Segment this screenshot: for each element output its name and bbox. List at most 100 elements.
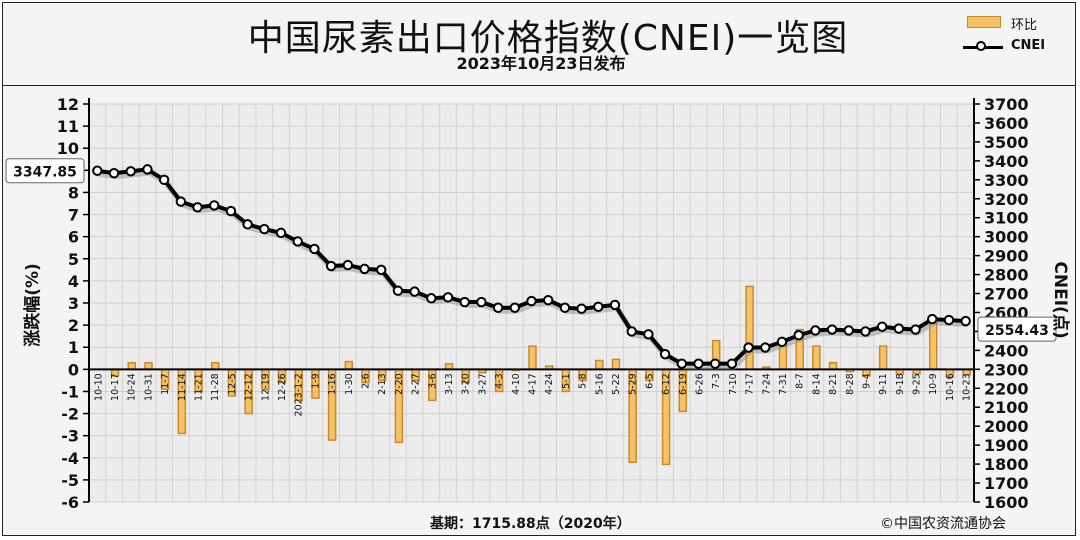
x-tick-label: 8-28 — [845, 373, 856, 395]
x-tick-label: 7-24 — [761, 373, 772, 395]
y-left-tick-label: -1 — [61, 382, 79, 401]
cnei-point — [192, 202, 203, 213]
x-tick-label: 6-26 — [694, 373, 705, 395]
x-tick-label: 1-16 — [327, 373, 338, 395]
x-tick-label: 8-21 — [828, 373, 839, 395]
x-tick-label: 10-16 — [945, 373, 956, 401]
cnei-point — [860, 326, 871, 337]
x-tick-label: 10-31 — [143, 373, 154, 401]
cnei-point — [760, 342, 771, 353]
x-tick-label: 11-28 — [210, 373, 221, 401]
y-right-tick-label: 3200 — [984, 190, 1029, 209]
cnei-point — [309, 243, 320, 255]
y-left-tick-label: 1 — [68, 338, 79, 357]
y-left-tick-label: 7 — [68, 206, 79, 225]
legend-bar-swatch — [967, 16, 1001, 28]
cnei-point — [709, 358, 721, 369]
chart-header: 中国尿素出口价格指数(CNEI)一览图 2023年10月23日发布 环比 CNE… — [3, 3, 1075, 86]
annotations: 3347.85 2554.43 — [5, 158, 1057, 342]
x-tick-label: 4-3 — [494, 373, 505, 389]
cnei-point — [776, 336, 788, 348]
x-tick-label: 2-20 — [394, 373, 405, 395]
x-tick-label: 12-26 — [277, 373, 288, 401]
cnei-point — [576, 303, 587, 314]
y-right-tick-label: 2200 — [984, 379, 1029, 398]
x-tick-label: 1-30 — [344, 373, 355, 395]
x-tick-label: 5-1 — [561, 373, 572, 389]
x-tick-label: 2-6 — [361, 373, 372, 389]
x-tick-label: 3-6 — [427, 373, 438, 389]
cnei-point — [509, 302, 521, 313]
x-tick-label: 8-14 — [811, 373, 822, 395]
x-tick-label: 7-17 — [745, 373, 756, 395]
y-left-tick-label: 4 — [68, 272, 79, 291]
bar-mark — [878, 345, 888, 371]
bar-mark — [812, 345, 821, 371]
legend: 环比 CNEI — [961, 11, 1057, 59]
cnei-point — [876, 321, 888, 332]
y-right-tick-label: 2800 — [984, 266, 1029, 285]
x-tick-label: 11-14 — [177, 373, 188, 401]
chart-subtitle: 2023年10月23日发布 — [456, 54, 626, 73]
cnei-point — [142, 164, 153, 175]
y-right-tick-label: 1700 — [984, 474, 1029, 493]
x-tick-label: 2023-1-2 — [294, 373, 305, 416]
y-right-tick-label: 3400 — [984, 152, 1029, 171]
x-tick-label: 2-13 — [377, 373, 388, 395]
y-left-tick-label: -3 — [61, 427, 79, 446]
legend-dot-swatch — [976, 41, 986, 51]
cnei-point — [359, 263, 370, 275]
x-tick-label: 5-22 — [611, 373, 622, 395]
x-tick-label: 6-5 — [644, 373, 655, 389]
cnei-point — [426, 293, 437, 304]
y-left-tick-label: -2 — [61, 405, 79, 424]
bar-mark — [344, 360, 354, 371]
last-value-label: 2554.43 — [985, 323, 1049, 339]
chart-title: 中国尿素出口价格指数(CNEI)一览图 — [247, 18, 849, 59]
x-tick-label: 7-10 — [728, 373, 739, 395]
cnei-point — [376, 264, 387, 276]
cnei-point — [609, 299, 621, 311]
y-left-tick-label: 2 — [68, 316, 79, 335]
x-tick-label: 9-4 — [861, 373, 872, 389]
x-tick-label: 4-24 — [544, 373, 555, 395]
y-left-tick-label: 11 — [57, 117, 79, 136]
x-tick-label: 12-19 — [260, 373, 271, 401]
cnei-point — [659, 348, 671, 360]
cnei-point — [793, 330, 804, 341]
cnei-point — [158, 174, 170, 186]
x-tick-label: 10-23 — [962, 373, 973, 401]
x-tick-label: 3-27 — [477, 373, 488, 395]
cnei-point — [409, 286, 420, 297]
cnei-point — [943, 314, 955, 326]
last-value-label-box — [977, 316, 1057, 342]
cnei-point — [960, 315, 971, 327]
y-axis-right-label: CNEI(点) — [1050, 261, 1071, 338]
cnei-point — [175, 196, 187, 207]
x-tick-label: 2-27 — [411, 373, 422, 395]
cnei-point — [459, 296, 470, 308]
x-tick-label: 10-10 — [93, 373, 104, 401]
x-tick-label: 10-17 — [110, 373, 121, 401]
y-left-tick-label: 12 — [57, 95, 79, 114]
y-axis-left-label: 涨跌幅(%) — [22, 263, 43, 347]
cnei-point — [893, 323, 905, 334]
cnei-point — [626, 326, 637, 337]
y-right-tick-label: 1900 — [984, 436, 1029, 455]
y-left-tick-label: 10 — [57, 139, 79, 158]
y-right-tick-label: 3500 — [984, 133, 1029, 152]
line-series — [92, 164, 971, 370]
y-right-tick-label: 1800 — [984, 455, 1029, 474]
y-right-tick-label: 2300 — [984, 360, 1029, 379]
y-left-tick-label: 8 — [68, 183, 79, 202]
legend-item-line: CNEI — [961, 35, 1057, 59]
legend-bar-label: 环比 — [1011, 18, 1038, 33]
x-tick-label: 9-11 — [878, 373, 889, 395]
cnei-point — [92, 165, 103, 176]
y-right-tick-label: 2100 — [984, 398, 1029, 417]
cnei-point — [542, 294, 554, 306]
first-value-label-box — [5, 158, 85, 184]
y-left-tick-label: 3 — [68, 294, 79, 313]
cnei-point — [693, 358, 704, 369]
x-tick-label: 3-13 — [444, 373, 455, 395]
